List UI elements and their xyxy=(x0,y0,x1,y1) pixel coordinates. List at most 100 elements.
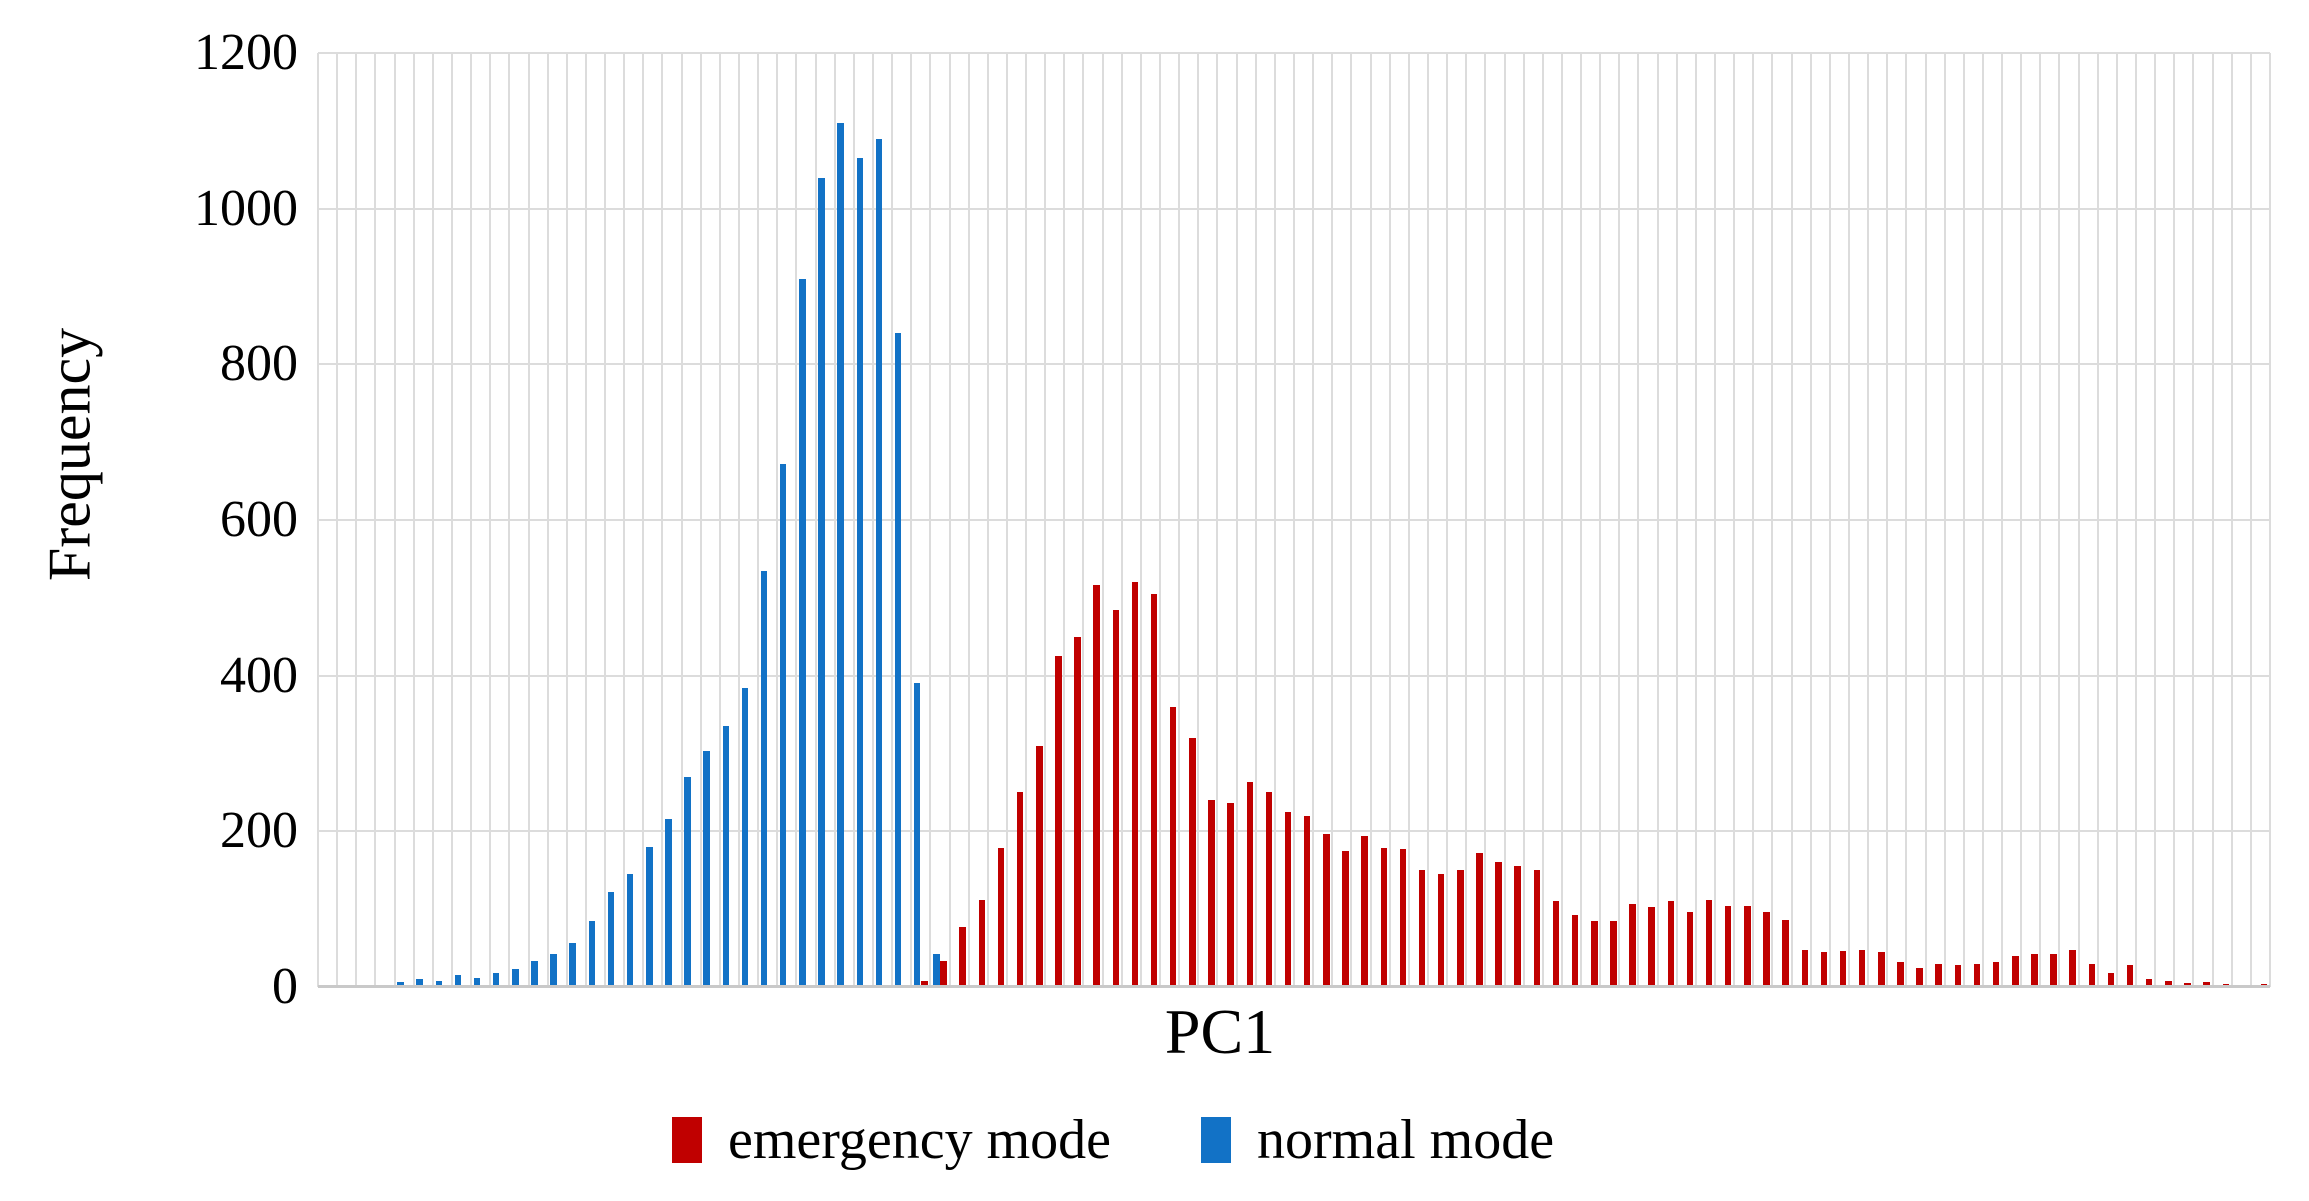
bar-emergency-37 xyxy=(1016,792,1024,987)
bar-normal-5 xyxy=(397,982,404,987)
bar-normal-8 xyxy=(454,975,462,987)
bar-emergency-57 xyxy=(1399,849,1407,987)
bar-emergency-64 xyxy=(1533,870,1541,987)
bar-emergency-58 xyxy=(1418,870,1426,987)
legend-item-normal: normal mode xyxy=(1201,1108,1554,1172)
bar-emergency-99 xyxy=(2203,982,2210,987)
bar-emergency-72 xyxy=(1686,912,1694,987)
bar-emergency-73 xyxy=(1705,899,1713,987)
bar-emergency-65 xyxy=(1552,901,1560,987)
bar-emergency-71 xyxy=(1667,901,1675,987)
bar-emergency-75 xyxy=(1744,906,1751,987)
bar-emergency-45 xyxy=(1169,706,1177,987)
bar-emergency-66 xyxy=(1571,914,1579,987)
bar-emergency-83 xyxy=(1897,962,1904,987)
bar-emergency-59 xyxy=(1437,874,1445,987)
bar-normal-25 xyxy=(779,463,787,987)
bar-emergency-60 xyxy=(1457,870,1464,987)
bar-emergency-39 xyxy=(1055,656,1062,987)
bar-normal-12 xyxy=(531,961,538,987)
bar-normal-29 xyxy=(856,158,864,987)
bar-emergency-74 xyxy=(1724,906,1732,987)
bar-emergency-95 xyxy=(2126,965,2134,987)
bar-emergency-32 xyxy=(921,980,928,987)
bar-normal-13 xyxy=(550,953,557,987)
bar-emergency-47 xyxy=(1208,800,1215,987)
bar-normal-14 xyxy=(569,942,576,987)
bar-normal-23 xyxy=(741,688,749,987)
bar-emergency-53 xyxy=(1323,834,1330,987)
y-tick-0: 0 xyxy=(272,958,298,1015)
bar-emergency-91 xyxy=(2050,953,2057,987)
bar-emergency-89 xyxy=(2012,955,2019,987)
legend-label-emergency: emergency mode xyxy=(728,1109,1112,1171)
bar-normal-19 xyxy=(665,818,672,987)
bar-emergency-42 xyxy=(1112,609,1120,987)
bar-emergency-67 xyxy=(1591,920,1598,987)
bar-emergency-62 xyxy=(1495,862,1502,987)
bar-emergency-54 xyxy=(1342,850,1349,987)
bar-emergency-76 xyxy=(1763,911,1770,987)
v-gridline xyxy=(2269,53,2271,987)
bar-emergency-46 xyxy=(1189,737,1196,987)
bar-emergency-55 xyxy=(1361,836,1368,987)
bar-emergency-56 xyxy=(1380,848,1387,987)
h-gridline-600 xyxy=(318,519,2270,521)
bar-emergency-70 xyxy=(1648,906,1655,987)
bar-normal-11 xyxy=(512,969,519,987)
y-tick-800: 800 xyxy=(220,335,298,393)
bar-emergency-44 xyxy=(1150,593,1158,987)
bar-normal-24 xyxy=(760,570,768,987)
bar-emergency-35 xyxy=(978,899,986,987)
bar-emergency-52 xyxy=(1303,815,1311,987)
bar-normal-22 xyxy=(722,726,730,987)
bar-normal-10 xyxy=(492,973,500,987)
bar-emergency-77 xyxy=(1782,920,1789,987)
bar-emergency-38 xyxy=(1036,745,1043,987)
h-gridline-800 xyxy=(318,363,2270,366)
y-tick-1000: 1000 xyxy=(194,179,298,237)
h-gridline-1200 xyxy=(318,52,2270,54)
bar-emergency-81 xyxy=(1858,950,1866,987)
bar-emergency-97 xyxy=(2165,980,2172,987)
bar-emergency-82 xyxy=(1878,951,1885,987)
bar-normal-30 xyxy=(875,138,883,987)
bar-emergency-92 xyxy=(2069,950,2076,987)
y-tick-600: 600 xyxy=(220,491,298,548)
y-tick-400: 400 xyxy=(220,646,298,704)
bar-normal-6 xyxy=(416,979,423,987)
bar-normal-9 xyxy=(473,977,481,987)
bar-emergency-33 xyxy=(940,961,947,987)
bar-emergency-41 xyxy=(1093,584,1100,987)
bar-normal-31 xyxy=(894,333,902,987)
bar-normal-32 xyxy=(913,683,921,987)
h-gridline-200 xyxy=(318,830,2270,833)
bar-normal-17 xyxy=(626,874,634,987)
bar-emergency-48 xyxy=(1227,802,1234,987)
bar-emergency-43 xyxy=(1131,582,1139,987)
bar-normal-21 xyxy=(703,751,710,987)
emergency-swatch-icon xyxy=(672,1117,702,1163)
bar-normal-16 xyxy=(607,892,615,987)
bar-normal-26 xyxy=(799,278,806,987)
bar-emergency-85 xyxy=(1935,963,1942,987)
bar-emergency-78 xyxy=(1801,949,1809,987)
bar-emergency-34 xyxy=(959,927,966,987)
plot-area xyxy=(317,52,2271,988)
y-tick-1200: 1200 xyxy=(194,24,298,81)
bar-emergency-36 xyxy=(997,848,1005,987)
bar-emergency-61 xyxy=(1476,853,1483,987)
bar-emergency-40 xyxy=(1074,636,1081,987)
bar-emergency-51 xyxy=(1284,811,1292,987)
normal-swatch-icon xyxy=(1201,1117,1232,1163)
bar-normal-7 xyxy=(435,980,442,987)
bar-emergency-96 xyxy=(2145,979,2153,987)
bar-normal-18 xyxy=(646,846,653,987)
bar-emergency-90 xyxy=(2031,954,2038,987)
bar-emergency-84 xyxy=(1916,967,1923,987)
legend-label-normal: normal mode xyxy=(1257,1109,1555,1171)
x-axis-line xyxy=(318,985,2270,988)
y-tick-200: 200 xyxy=(220,802,298,860)
bar-emergency-79 xyxy=(1820,951,1828,987)
